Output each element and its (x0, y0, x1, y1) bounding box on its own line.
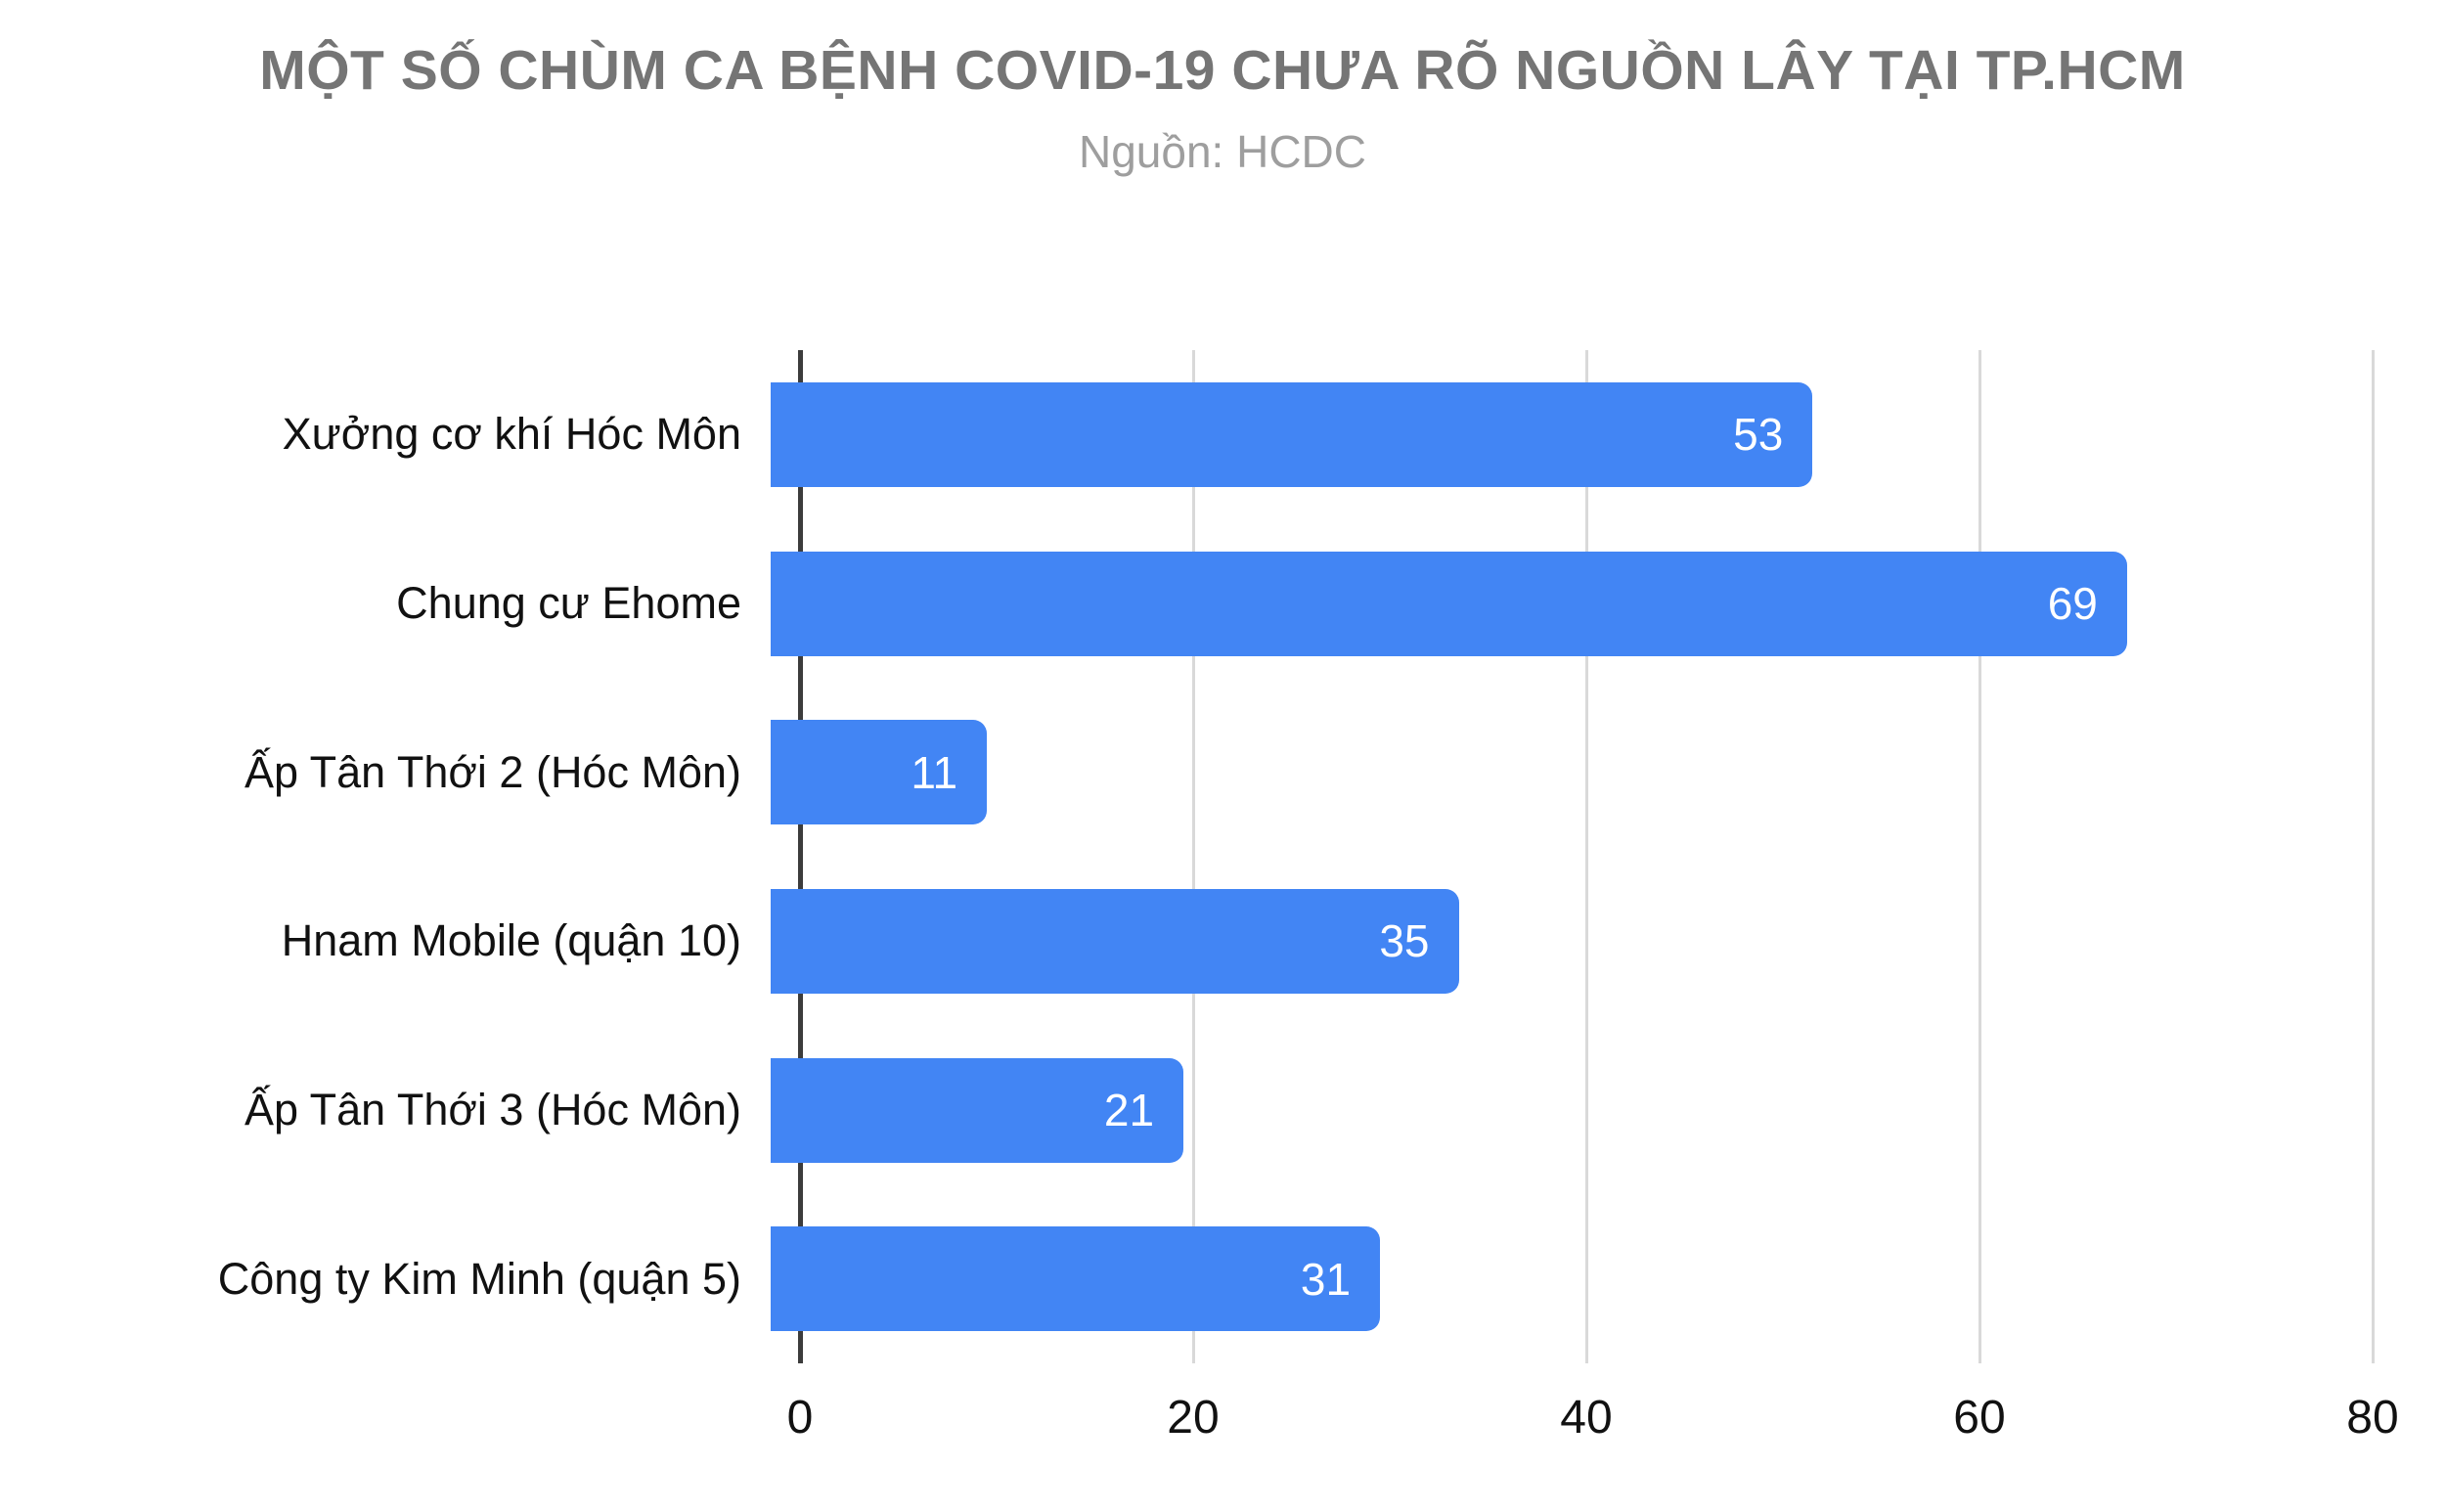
bar-rows: Xưởng cơ khí Hóc Môn 53 Chung cư Ehome 69 Ấp… (0, 350, 2445, 1363)
x-tick-label: 0 (786, 1392, 814, 1444)
chart-title: MỘT SỐ CHÙM CA BỆNH COVID-19 CHƯA RÕ NGU… (259, 39, 2186, 102)
bar-track: 11 (771, 688, 2343, 857)
category-label: Hnam Mobile (quận 10) (281, 915, 741, 966)
bar-track: 69 (771, 519, 2343, 689)
chart-header: MỘT SỐ CHÙM CA BỆNH COVID-19 CHƯA RÕ NGU… (0, 39, 2445, 178)
bar-value-label: 53 (1733, 409, 1784, 461)
axis-baseline (798, 350, 803, 1363)
x-tick-label: 60 (1953, 1392, 2006, 1444)
bar-row: Ấp Tân Thới 2 (Hóc Môn) 11 (0, 688, 2445, 857)
gridline (2372, 350, 2375, 1363)
category-label: Ấp Tân Thới 3 (Hóc Môn) (244, 1085, 741, 1135)
x-tick-label: 40 (1560, 1392, 1613, 1444)
bar-row: Công ty Kim Minh (quận 5) 31 (0, 1194, 2445, 1363)
chart-subtitle: Nguồn: HCDC (1079, 125, 1366, 177)
x-tick-label: 80 (2346, 1392, 2399, 1444)
bar: 11 (771, 720, 988, 825)
bar-track: 35 (771, 857, 2343, 1026)
bar: 53 (771, 381, 1813, 487)
bar-value-label: 31 (1300, 1253, 1352, 1305)
bar-chart: Xưởng cơ khí Hóc Môn 53 Chung cư Ehome 69 Ấp… (0, 350, 2445, 1363)
category-label: Chung cư Ehome (396, 578, 741, 628)
gridline (1978, 350, 1981, 1363)
bar-value-label: 35 (1379, 915, 1430, 967)
category-label: Xưởng cơ khí Hóc Môn (282, 409, 741, 460)
bar-track: 31 (771, 1194, 2343, 1363)
bar: 31 (771, 1226, 1381, 1332)
x-tick-label: 20 (1167, 1392, 1220, 1444)
bar-track: 53 (771, 350, 2343, 519)
bar-row: Xưởng cơ khí Hóc Môn 53 (0, 350, 2445, 519)
bar-row: Hnam Mobile (quận 10) 35 (0, 857, 2445, 1026)
bar: 69 (771, 551, 2127, 656)
bar: 21 (771, 1057, 1184, 1163)
bar-track: 21 (771, 1026, 2343, 1195)
x-axis: 0 20 40 60 80 (787, 1363, 2399, 1451)
gridlines (798, 350, 2375, 1363)
bar-row: Chung cư Ehome 69 (0, 519, 2445, 689)
bar: 35 (771, 888, 1459, 994)
gridline (1585, 350, 1588, 1363)
bar-value-label: 69 (2047, 578, 2098, 629)
bar-value-label: 21 (1103, 1085, 1155, 1136)
bar-value-label: 11 (911, 746, 958, 798)
gridline (1192, 350, 1195, 1363)
category-label: Ấp Tân Thới 2 (Hóc Môn) (244, 746, 741, 797)
bar-row: Ấp Tân Thới 3 (Hóc Môn) 21 (0, 1026, 2445, 1195)
category-label: Công ty Kim Minh (quận 5) (217, 1253, 741, 1304)
